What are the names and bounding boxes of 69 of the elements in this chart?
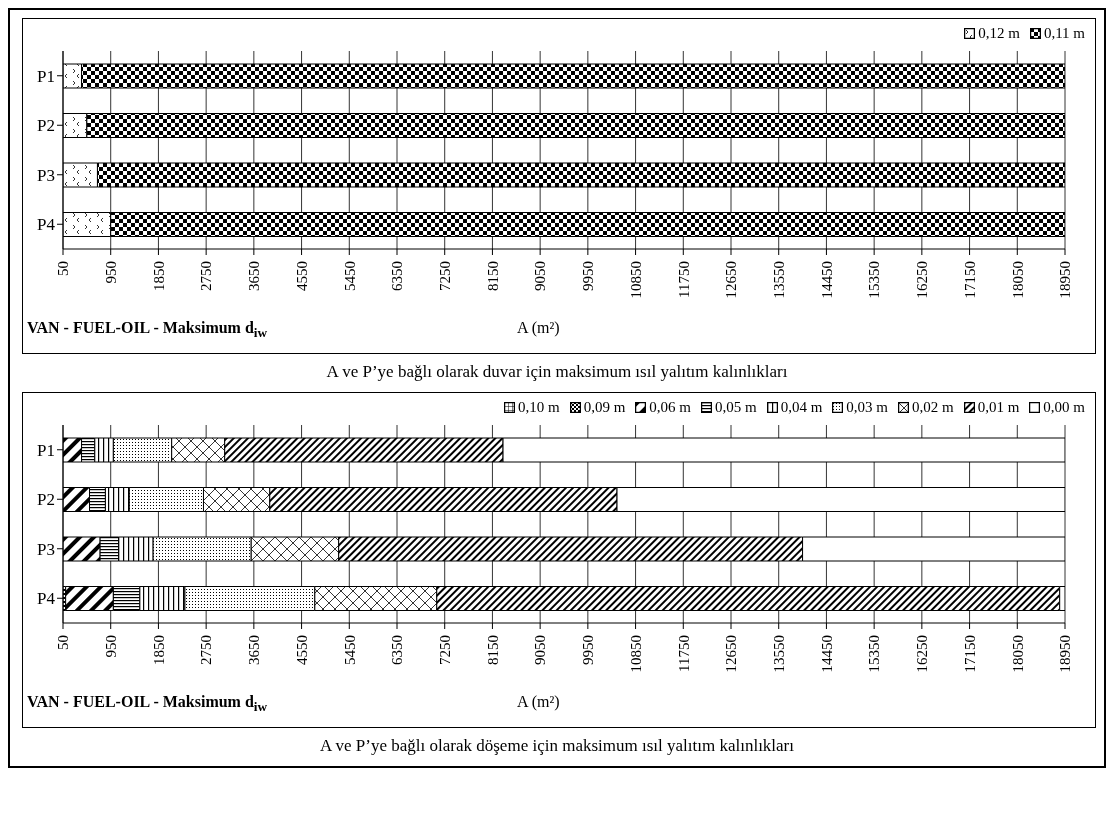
- text: VAN - FUEL-OIL - Maksimum d$_{iw}$: [27, 319, 268, 341]
- x-tick-label: 9050: [532, 261, 549, 291]
- legend-label: 0,06 m: [649, 399, 691, 416]
- y-tick-label: P3: [37, 165, 55, 185]
- x-tick-label: 12650: [723, 261, 740, 299]
- x-tick-label: 17150: [961, 261, 978, 299]
- y-tick-label: P3: [37, 539, 55, 559]
- y-tick-label: P2: [37, 490, 55, 510]
- x-tick-label: 9950: [580, 635, 597, 665]
- x-tick-label: 7250: [436, 261, 453, 291]
- x-tick-label: 8150: [484, 635, 501, 665]
- x-tick-label: 8150: [484, 261, 501, 291]
- x-tick-label: 7250: [436, 635, 453, 665]
- x-tick-label: 18050: [1009, 261, 1026, 299]
- x-tick-label: 15350: [866, 261, 883, 299]
- legend-label: 0,09 m: [583, 399, 626, 416]
- x-tick-label: 3650: [246, 261, 263, 291]
- x-tick-label: 14450: [818, 635, 835, 673]
- y-tick-label: P4: [37, 589, 56, 609]
- x-tick-label: 11750: [675, 261, 692, 298]
- x-tick-label: 1850: [150, 635, 167, 665]
- x-tick-label: 1850: [150, 261, 167, 291]
- legend-label: 0,04 m: [780, 399, 823, 416]
- legend-label: 0,05 m: [714, 399, 757, 416]
- x-tick-label: 14450: [818, 261, 835, 299]
- x-axis-title: A (m²): [517, 693, 560, 710]
- y-tick-label: P1: [37, 66, 55, 86]
- x-tick-label: 18050: [1009, 635, 1026, 673]
- x-tick-label: 16250: [914, 261, 931, 299]
- x-tick-label: 11750: [675, 635, 692, 672]
- x-tick-label: 950: [102, 635, 119, 658]
- x-tick-label: 5450: [341, 635, 358, 665]
- text: A ve P’ye bağlı olarak döşeme için maksimum ısıl yalıtım kalınlıkları: [319, 736, 795, 755]
- x-tick-label: 50: [55, 635, 72, 650]
- legend-label: 0,03 m: [846, 399, 888, 416]
- legend-label: 0,02 m: [911, 399, 954, 416]
- x-tick-label: 50: [55, 261, 72, 276]
- x-tick-label: 9950: [580, 261, 597, 291]
- legend-label: 0,11 m: [1043, 25, 1085, 42]
- y-tick-label: P4: [37, 215, 56, 235]
- x-tick-label: 9050: [532, 635, 549, 665]
- y-tick-label: P1: [37, 440, 55, 460]
- x-tick-label: 4550: [293, 635, 310, 665]
- x-tick-label: 2750: [198, 635, 215, 665]
- x-tick-label: 2750: [198, 261, 215, 291]
- text: VAN - FUEL-OIL - Maksimum d$_{iw}$: [27, 693, 268, 715]
- x-tick-label: 12650: [723, 635, 740, 673]
- legend-label: 0,10 m: [517, 399, 560, 416]
- x-tick-label: 15350: [866, 635, 883, 673]
- x-tick-label: 5450: [341, 261, 358, 291]
- x-tick-label: 4550: [293, 261, 310, 291]
- x-tick-label: 3650: [246, 635, 263, 665]
- x-tick-label: 16250: [914, 635, 931, 673]
- x-tick-label: 13550: [770, 261, 787, 299]
- text: A ve P’ye bağlı olarak duvar için maksimum ısıl yalıtım kalınlıkları: [326, 362, 788, 381]
- x-tick-label: 18950: [1057, 635, 1074, 673]
- x-tick-label: 950: [102, 261, 119, 284]
- x-tick-label: 6350: [389, 261, 406, 291]
- y-tick-label: P2: [37, 116, 55, 136]
- x-tick-label: 18950: [1057, 261, 1074, 299]
- x-tick-label: 10850: [627, 261, 644, 299]
- legend-label: 0,12 m: [978, 25, 1020, 42]
- x-tick-label: 10850: [627, 635, 644, 673]
- legend-label: 0,00 m: [1043, 399, 1085, 416]
- x-tick-label: 13550: [770, 635, 787, 673]
- legend-label: 0,01 m: [977, 399, 1020, 416]
- x-axis-title: A (m²): [517, 319, 560, 336]
- x-tick-label: 6350: [389, 635, 406, 665]
- x-tick-label: 17150: [961, 635, 978, 673]
